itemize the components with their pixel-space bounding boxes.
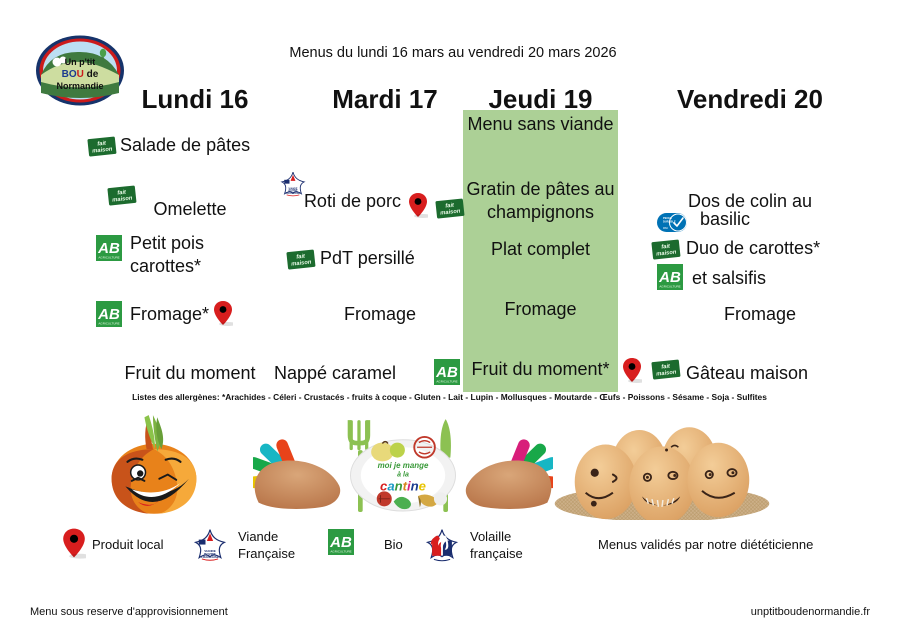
svg-text:cantine: cantine [380, 478, 426, 493]
svg-text:Normandie: Normandie [56, 81, 103, 91]
svg-text:BOU de: BOU de [62, 69, 99, 80]
svg-text:Un p'tit: Un p'tit [65, 57, 96, 67]
svg-text:moi je mange: moi je mange [378, 461, 429, 470]
svg-text:à la: à la [397, 471, 409, 478]
